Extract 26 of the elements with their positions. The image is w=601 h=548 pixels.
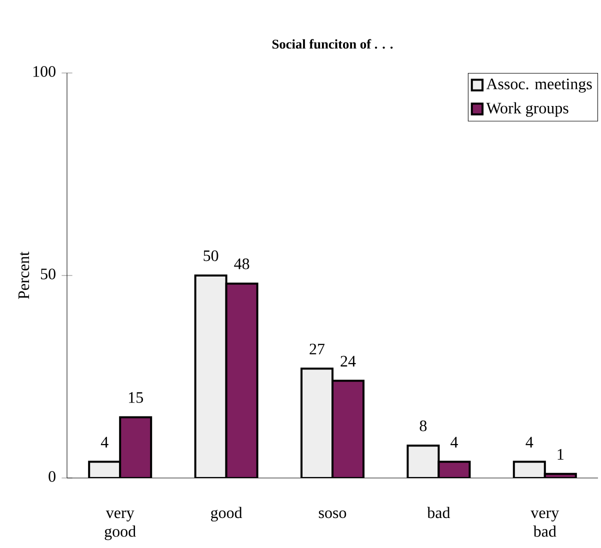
x-tick-label: bad [427, 506, 450, 518]
bar [332, 380, 364, 478]
data-label: 4 [450, 436, 458, 448]
data-label: 8 [420, 420, 427, 432]
y-axis-title: Percent [18, 252, 30, 300]
data-label: 48 [234, 258, 250, 270]
legend-label: Work groups [486, 102, 568, 117]
x-tick-label: good [210, 506, 242, 522]
data-label: 50 [204, 250, 218, 262]
chart-title: Social funciton of . . . [272, 39, 393, 49]
data-label: 4 [526, 436, 534, 448]
x-tick-label: very good [104, 510, 136, 540]
data-label: 15 [129, 392, 143, 403]
data-label: 4 [100, 436, 108, 448]
y-tick-label: 50 [40, 268, 56, 280]
bar [225, 282, 258, 478]
data-label: 1 [558, 449, 564, 460]
data-label: 24 [340, 356, 356, 366]
bar [119, 416, 152, 478]
legend-label: Assoc. meetings [486, 78, 592, 93]
x-tick-label: very bad [530, 510, 560, 537]
data-label: 27 [310, 344, 325, 354]
y-tick-label: 100 [33, 66, 56, 77]
bar [300, 368, 334, 478]
y-tick-label: 0 [48, 471, 56, 482]
x-tick-label: soso [318, 510, 346, 518]
